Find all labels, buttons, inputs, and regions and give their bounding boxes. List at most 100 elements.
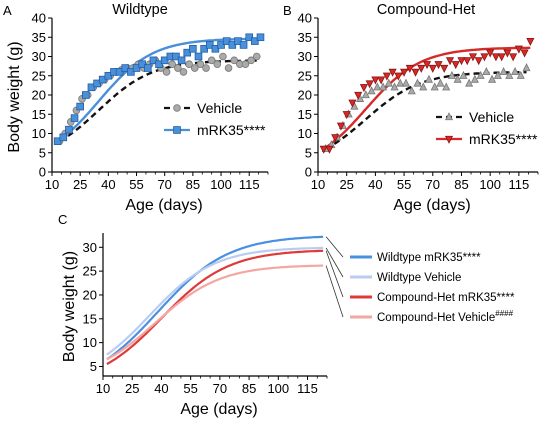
data-point [224,64,233,72]
data-point [230,56,238,65]
data-point [488,74,497,83]
x-tick-label: 115 [509,177,530,192]
data-point [424,74,434,83]
data-point [228,41,237,49]
data-point [359,84,368,93]
y-tick-label: 0 [39,165,46,180]
legend-label: mRK35**** [469,131,538,147]
data-point [413,78,422,87]
x-axis-label: Age (days) [125,197,202,214]
x-tick-label: 40 [368,177,382,192]
data-point [417,64,426,73]
data-point [172,52,180,61]
data-point [514,45,523,54]
x-tick-label: 115 [297,381,318,396]
x-tick-label: 85 [242,381,256,396]
legend-marker [173,126,181,134]
panel-a: A Wildtype 10 25 40 55 70 85 100 115 0 5 10 15 20 25 30 3… [3,2,269,214]
data-point [189,45,197,53]
data-point [138,60,146,68]
data-point [465,78,474,87]
x-tick-label: 55 [129,177,143,192]
data-point [177,56,186,65]
x-tick-label: 25 [339,177,353,192]
data-point [459,70,468,79]
data-point [378,82,388,91]
chart-title: Compound-Het [377,2,475,18]
data-point [200,45,208,53]
y-tick-label: 20 [83,287,97,302]
legend-label: Wildtype Vehicle [377,272,461,284]
data-point [247,56,255,65]
data-point [87,83,96,92]
legend-label: mRK35**** [197,122,266,138]
panel-letter: B [283,3,292,18]
series-line-3 [106,264,324,361]
legend-marker [444,112,454,121]
data-point [419,82,428,91]
x-tick-label: 10 [96,381,110,396]
data-point [486,49,495,58]
y-tick-label: 10 [32,126,46,141]
data-point [319,145,328,154]
data-point [367,86,376,95]
legend-label: Compound-Het Vehicle#### [377,309,514,324]
y-tick-label: 5 [305,145,312,160]
data-point [70,114,79,122]
data-point [121,64,130,72]
y-tick-label: 15 [32,107,46,122]
data-point [447,70,456,79]
data-point [185,60,193,68]
data-point [239,41,248,49]
legend-marker [444,135,454,144]
data-point [476,70,485,79]
data-point [325,145,334,154]
data-point [388,68,397,77]
x-axis-label: Age (days) [180,401,257,418]
legend-superscript: #### [495,309,513,318]
data-point [377,76,386,85]
y-tick-label: 25 [83,264,97,279]
data-point [463,57,472,66]
data-point [132,64,141,72]
legend-label-text: Compound-Het mRK35**** [377,292,515,304]
y-tick-label: 0 [305,165,312,180]
data-point [127,68,135,76]
data-point [497,53,506,62]
data-point [213,60,222,68]
data-point [491,53,500,62]
x-tick-label: 100 [210,177,232,192]
data-point [53,137,62,146]
data-point [183,48,192,57]
x-tick-label: 115 [239,177,260,192]
series-line-2 [106,249,324,366]
data-point [526,37,535,46]
data-point [468,53,478,62]
data-point [396,78,405,87]
data-point [217,41,225,49]
data-point [434,61,443,70]
legend-label: Wildtype mRK35**** [377,252,481,264]
data-point [480,53,489,62]
data-point [371,76,380,85]
data-point [384,78,393,87]
data-point [219,52,227,61]
x-tick-label: 25 [125,381,139,396]
y-tick-label: 25 [32,68,46,83]
legend-label-text: Wildtype Vehicle [377,272,461,284]
x-axis-label: Age (days) [393,197,470,214]
y-tick-label: 35 [298,30,312,45]
data-point [93,79,101,88]
y-tick-label: 30 [83,240,97,255]
data-point [179,68,188,76]
data-point [65,125,73,134]
leader-line [325,236,344,258]
data-point [428,64,437,73]
data-point [493,70,502,79]
x-tick-label: 70 [157,177,171,192]
y-tick-label: 30 [298,49,312,64]
y-axis-label: Body weight (g) [6,41,23,152]
data-point [520,49,529,58]
data-point [445,57,455,66]
data-point [82,91,90,99]
